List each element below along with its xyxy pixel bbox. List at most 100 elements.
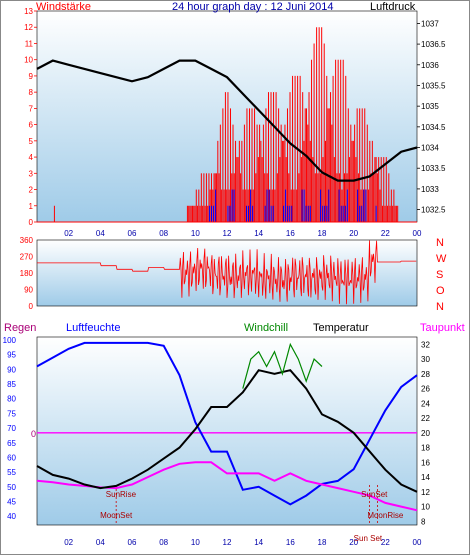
astro-annotation: MoonRise [367, 511, 404, 520]
pressure-tick-label: 1036.5 [421, 40, 446, 49]
humidity-tick-label: 45 [7, 498, 16, 507]
direction-tick-label: 90 [24, 286, 33, 295]
x-tick-label: 18 [318, 229, 327, 238]
direction-tick-label: 360 [20, 236, 34, 245]
temperature-tick-label: 24 [421, 399, 430, 408]
humidity-tick-label: 55 [7, 468, 16, 477]
pressure-tick-label: 1034.5 [421, 123, 446, 132]
pressure-tick-label: 1037 [421, 19, 439, 28]
humidity-line [36, 341, 418, 506]
x-tick-label: 14 [254, 229, 263, 238]
legend-windchill: Windchill [244, 322, 288, 334]
pressure-tick-label: 1036 [421, 61, 439, 70]
wind-tick-label: 13 [24, 7, 33, 16]
x-tick-label: 12 [223, 538, 232, 547]
humidity-tick-label: 85 [7, 380, 16, 389]
legend-regen: Regen [4, 322, 36, 334]
wind-tick-label: 11 [25, 39, 34, 48]
x-tick-label: 00 [413, 229, 422, 238]
wind-tick-label: 9 [29, 72, 34, 81]
x-tick-label: 22 [381, 229, 390, 238]
temperature-tick-label: 30 [421, 355, 430, 364]
compass-label: N [436, 237, 444, 249]
legend-temperatur: Temperatur [313, 322, 369, 334]
wind-tick-label: 7 [29, 104, 34, 113]
temperature-tick-label: 10 [421, 503, 430, 512]
humidity-tick-label: 40 [7, 512, 16, 521]
wind-tick-label: 1 [29, 202, 34, 211]
pressure-line [36, 59, 418, 182]
temperature-tick-label: 28 [421, 370, 430, 379]
wind-tick-label: 3 [29, 169, 34, 178]
compass-label: W [436, 253, 447, 265]
windchill-line [242, 342, 323, 389]
x-tick-label: 16 [286, 538, 295, 547]
humidity-tick-label: 100 [3, 336, 17, 345]
x-tick-label: 08 [159, 229, 168, 238]
direction-tick-label: 0 [29, 302, 34, 311]
temperature-tick-label: 16 [421, 458, 430, 467]
temperature-tick-label: 12 [421, 488, 430, 497]
humidity-tick-label: 80 [7, 395, 16, 404]
pressure-tick-label: 1034 [421, 144, 439, 153]
astro-annotation: SunSet [361, 490, 388, 499]
x-tick-label: 00 [413, 538, 422, 547]
wind-tick-label: 8 [29, 88, 34, 97]
x-tick-label: 12 [223, 229, 232, 238]
humidity-tick-label: 70 [7, 424, 16, 433]
x-tick-label: 06 [128, 229, 137, 238]
wind-tick-label: 0 [29, 218, 34, 227]
left-axis-label-windstaerke: Windstärke [36, 1, 91, 13]
temperature-tick-label: 32 [421, 340, 430, 349]
compass-label: N [436, 301, 444, 313]
wind-tick-label: 12 [24, 23, 33, 32]
x-tick-label: 06 [128, 538, 137, 547]
pressure-tick-label: 1033 [421, 185, 439, 194]
wind-tick-label: 2 [29, 186, 34, 195]
temperature-tick-label: 22 [421, 414, 430, 423]
wind-tick-label: 5 [29, 137, 34, 146]
legend-luftfeuchte: Luftfeuchte [66, 322, 120, 334]
x-tick-label: 14 [254, 538, 263, 547]
direction-tick-label: 270 [20, 253, 34, 262]
wind-tick-label: 4 [29, 153, 34, 162]
wind-direction-trace [37, 240, 417, 305]
temperature-tick-label: 8 [421, 517, 426, 526]
x-tick-label: 10 [191, 538, 200, 547]
x-tick-label: 20 [349, 538, 358, 547]
humidity-tick-label: 95 [7, 351, 16, 360]
astro-annotation: MoonSet [100, 511, 133, 520]
pressure-tick-label: 1035 [421, 102, 439, 111]
compass-label: O [436, 285, 445, 297]
astro-annotation: SunRise [106, 490, 137, 499]
humidity-tick-label: 75 [7, 409, 16, 418]
pressure-tick-label: 1035.5 [421, 81, 446, 90]
x-tick-label: 22 [381, 538, 390, 547]
direction-tick-label: 180 [20, 269, 34, 278]
temperature-line [36, 369, 418, 493]
temperature-tick-label: 20 [421, 429, 430, 438]
pressure-tick-label: 1032.5 [421, 206, 446, 215]
x-tick-label: 08 [159, 538, 168, 547]
humidity-tick-label: 60 [7, 453, 16, 462]
x-tick-label: 02 [64, 538, 73, 547]
pressure-tick-label: 1033.5 [421, 164, 446, 173]
x-tick-label: 02 [64, 229, 73, 238]
compass-label: S [436, 269, 443, 281]
x-tick-label: 16 [286, 229, 295, 238]
x-tick-label: 10 [191, 229, 200, 238]
humidity-tick-label: 90 [7, 365, 16, 374]
x-tick-label: 20 [349, 229, 358, 238]
temperature-tick-label: 26 [421, 385, 430, 394]
temperature-humidity-plot-area [36, 336, 418, 526]
temperature-tick-label: 18 [421, 444, 430, 453]
rain-zero-label: 0 [31, 429, 36, 439]
humidity-tick-label: 50 [7, 483, 16, 492]
chart-title: 24 hour graph day : 12 Juni 2014 [172, 1, 333, 13]
x-tick-label: 04 [96, 538, 105, 547]
humidity-tick-label: 65 [7, 439, 16, 448]
right-axis-label-luftdruck: Luftdruck [370, 1, 416, 13]
x-tick-label: 18 [318, 538, 327, 547]
x-tick-label: 04 [96, 229, 105, 238]
